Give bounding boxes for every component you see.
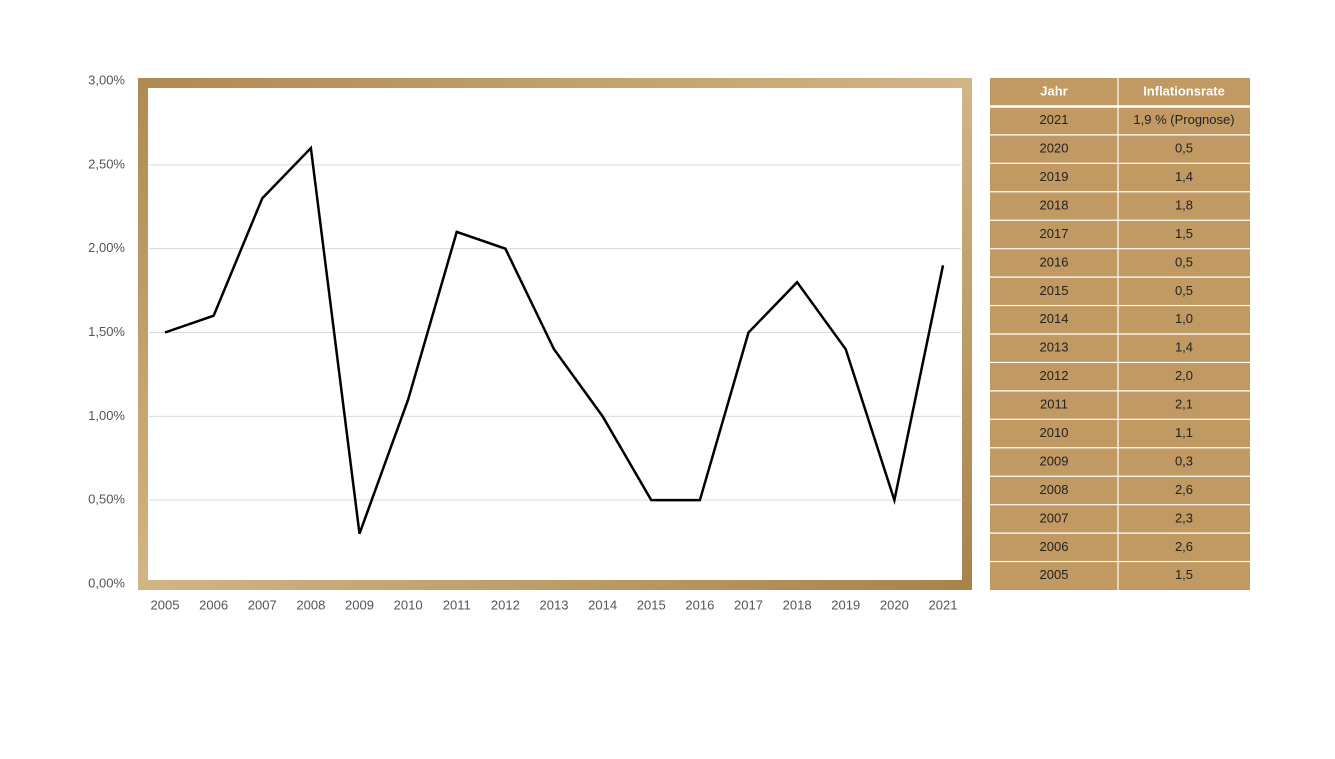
table-cell: 2014	[1040, 311, 1069, 326]
table-cell: 1,1	[1175, 425, 1193, 440]
x-tick-label: 2015	[637, 597, 666, 612]
table-cell: 1,4	[1175, 340, 1193, 355]
y-tick-label: 1,00%	[88, 408, 125, 423]
table-cell: 1,5	[1175, 567, 1193, 582]
table-cell: 0,3	[1175, 453, 1193, 468]
x-tick-label: 2009	[345, 597, 374, 612]
table-cell: 2010	[1040, 425, 1069, 440]
y-tick-label: 0,00%	[88, 575, 125, 590]
y-tick-label: 0,50%	[88, 492, 125, 507]
x-tick-label: 2021	[929, 597, 958, 612]
table-cell: 2,0	[1175, 368, 1193, 383]
table-cell: 1,0	[1175, 311, 1193, 326]
x-tick-label: 2020	[880, 597, 909, 612]
table-cell: 1,5	[1175, 226, 1193, 241]
x-tick-label: 2012	[491, 597, 520, 612]
x-tick-label: 2005	[151, 597, 180, 612]
x-tick-label: 2016	[685, 597, 714, 612]
x-tick-label: 2007	[248, 597, 277, 612]
table-cell: 0,5	[1175, 254, 1193, 269]
table-cell: 2008	[1040, 482, 1069, 497]
x-tick-label: 2014	[588, 597, 617, 612]
x-tick-label: 2008	[296, 597, 325, 612]
y-tick-label: 2,50%	[88, 156, 125, 171]
table-cell: 2009	[1040, 453, 1069, 468]
table-cell: 2020	[1040, 141, 1069, 156]
table-cell: 1,9 % (Prognose)	[1133, 112, 1234, 127]
table-cell: 2013	[1040, 340, 1069, 355]
table-cell: 2005	[1040, 567, 1069, 582]
table-cell: 2011	[1040, 397, 1068, 412]
table-cell: 2021	[1040, 112, 1069, 127]
line	[164, 145, 945, 535]
table-cell: 0,5	[1175, 283, 1193, 298]
x-tick-label: 2011	[443, 597, 471, 612]
table-cell: 2018	[1040, 197, 1069, 212]
table-cell: 2015	[1040, 283, 1069, 298]
table-cell: 2007	[1040, 510, 1069, 525]
table-cell: 0,5	[1175, 141, 1193, 156]
y-tick-label: 1,50%	[88, 324, 125, 339]
y-tick-label: 2,00%	[88, 240, 125, 255]
table-cell: 2012	[1040, 368, 1069, 383]
x-tick-label: 2019	[831, 597, 860, 612]
y-tick-label: 3,00%	[88, 72, 125, 87]
plot-frame	[138, 78, 972, 590]
table-cell: 1,4	[1175, 169, 1193, 184]
x-tick-label: 2006	[199, 597, 228, 612]
table-cell: 2,6	[1175, 539, 1193, 554]
table-header: Inflationsrate	[1143, 84, 1225, 99]
table-cell: 2,3	[1175, 510, 1193, 525]
table-cell: 2017	[1040, 226, 1069, 241]
table-header: Jahr	[1040, 84, 1067, 99]
x-tick-label: 2018	[783, 597, 812, 612]
table-cell: 2019	[1040, 169, 1069, 184]
table-cell: 1,8	[1175, 197, 1193, 212]
table-cell: 2,6	[1175, 482, 1193, 497]
table-cell: 2006	[1040, 539, 1069, 554]
x-tick-label: 2010	[394, 597, 423, 612]
table-cell: 2016	[1040, 254, 1069, 269]
x-tick-label: 2017	[734, 597, 763, 612]
table-cell: 2,1	[1175, 397, 1193, 412]
x-tick-label: 2013	[540, 597, 569, 612]
